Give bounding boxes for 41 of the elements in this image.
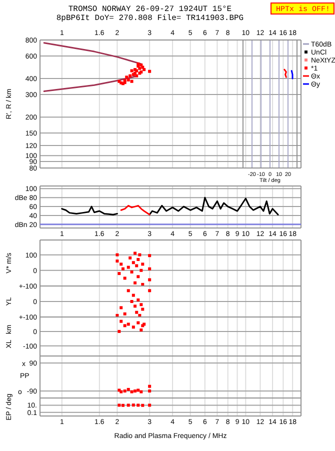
point <box>132 261 135 264</box>
point <box>121 267 124 270</box>
point <box>132 326 135 329</box>
point <box>134 304 137 308</box>
point <box>140 328 143 332</box>
point <box>126 266 130 269</box>
point <box>116 253 119 256</box>
point <box>140 303 143 306</box>
point <box>136 321 140 324</box>
point <box>134 281 137 284</box>
point <box>135 310 138 314</box>
point <box>136 298 140 302</box>
point <box>138 253 142 256</box>
point <box>120 262 123 266</box>
point <box>126 322 130 326</box>
point <box>132 294 135 297</box>
point <box>130 300 134 303</box>
point <box>118 272 121 276</box>
point <box>128 256 132 260</box>
point <box>140 268 143 272</box>
point <box>120 320 123 323</box>
point <box>130 270 134 274</box>
point <box>116 260 119 263</box>
line-series <box>120 204 150 216</box>
point <box>126 289 130 292</box>
point <box>123 324 126 328</box>
point <box>148 267 152 270</box>
point <box>120 306 123 310</box>
chart-subtitle: 8pBP6It DoY= 270.808 File= TR141903.BPG <box>56 14 244 23</box>
point <box>141 308 144 311</box>
point <box>148 278 152 282</box>
chart-title: TROMSO NORWAY 26-09-27 1924UT 15°E <box>68 5 232 14</box>
point <box>136 258 140 261</box>
point <box>118 330 121 333</box>
point <box>123 312 126 316</box>
point <box>141 262 144 266</box>
point <box>136 275 140 278</box>
point <box>148 254 152 258</box>
point <box>135 264 138 268</box>
point <box>134 252 137 255</box>
point <box>123 276 126 280</box>
